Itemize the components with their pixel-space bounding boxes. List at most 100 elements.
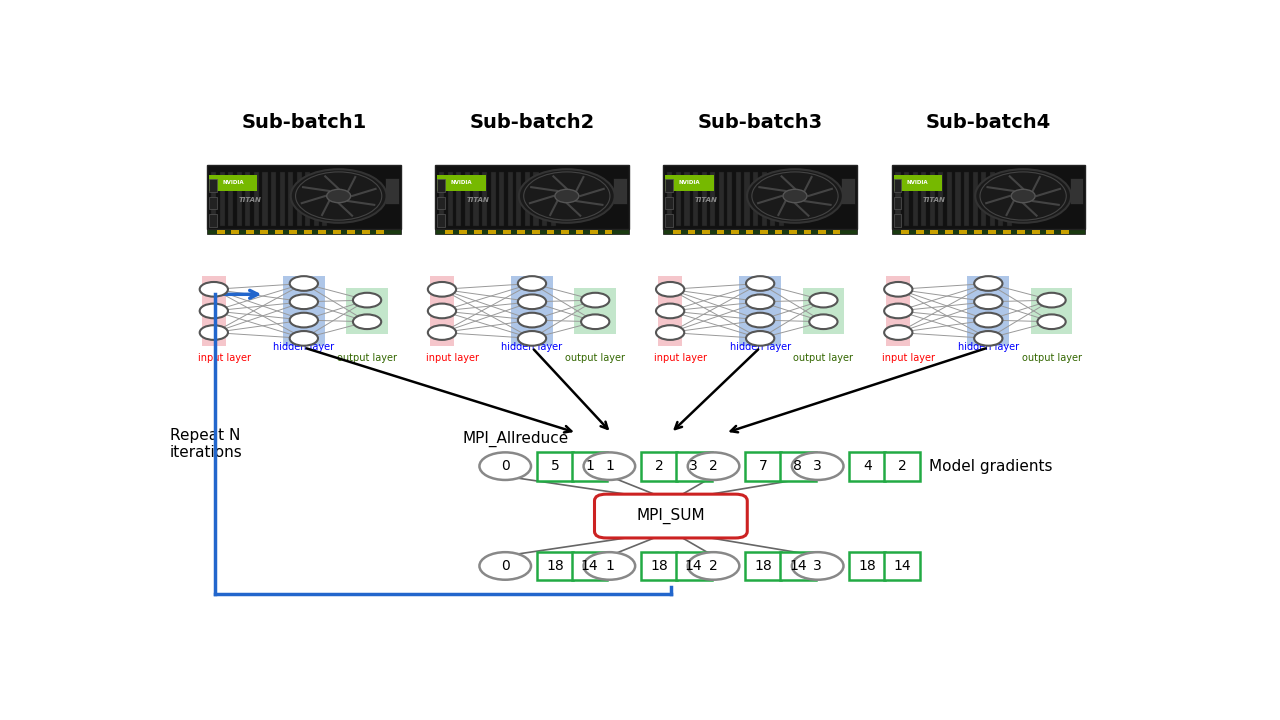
FancyBboxPatch shape <box>1070 178 1083 204</box>
FancyBboxPatch shape <box>666 179 673 192</box>
FancyBboxPatch shape <box>237 172 242 226</box>
FancyBboxPatch shape <box>385 178 398 204</box>
FancyBboxPatch shape <box>938 172 943 226</box>
FancyBboxPatch shape <box>232 230 239 234</box>
Ellipse shape <box>746 331 774 346</box>
FancyBboxPatch shape <box>892 227 1085 234</box>
FancyBboxPatch shape <box>780 552 815 580</box>
Text: NVIDIA: NVIDIA <box>223 181 244 186</box>
Ellipse shape <box>289 294 317 309</box>
FancyBboxPatch shape <box>503 230 511 234</box>
Text: TITAN: TITAN <box>238 197 261 204</box>
Text: hidden layer: hidden layer <box>730 342 791 352</box>
FancyBboxPatch shape <box>947 172 952 226</box>
FancyBboxPatch shape <box>209 215 216 228</box>
FancyBboxPatch shape <box>532 230 540 234</box>
FancyBboxPatch shape <box>676 172 681 226</box>
FancyBboxPatch shape <box>893 197 901 210</box>
Circle shape <box>554 189 579 203</box>
FancyBboxPatch shape <box>288 172 293 226</box>
FancyBboxPatch shape <box>740 276 781 346</box>
FancyBboxPatch shape <box>904 172 909 226</box>
FancyBboxPatch shape <box>1032 230 1039 234</box>
FancyBboxPatch shape <box>547 230 554 234</box>
Text: Model gradients: Model gradients <box>929 459 1052 474</box>
FancyBboxPatch shape <box>438 179 445 192</box>
FancyBboxPatch shape <box>710 172 716 226</box>
FancyBboxPatch shape <box>445 230 453 234</box>
Text: input layer: input layer <box>197 354 251 363</box>
FancyBboxPatch shape <box>474 230 481 234</box>
FancyBboxPatch shape <box>727 172 732 226</box>
FancyBboxPatch shape <box>760 230 768 234</box>
FancyBboxPatch shape <box>435 227 628 234</box>
Ellipse shape <box>974 331 1002 346</box>
FancyBboxPatch shape <box>663 227 856 234</box>
FancyBboxPatch shape <box>745 172 750 226</box>
FancyBboxPatch shape <box>988 230 996 234</box>
Text: 18: 18 <box>754 559 772 573</box>
FancyBboxPatch shape <box>641 552 677 580</box>
Circle shape <box>783 189 806 203</box>
FancyBboxPatch shape <box>490 172 495 226</box>
Text: 14: 14 <box>788 559 806 573</box>
Text: input layer: input layer <box>426 354 479 363</box>
Text: TITAN: TITAN <box>923 197 946 204</box>
FancyBboxPatch shape <box>955 172 960 226</box>
FancyBboxPatch shape <box>211 172 216 226</box>
Ellipse shape <box>657 325 685 340</box>
Text: 14: 14 <box>581 559 598 573</box>
Text: 5: 5 <box>550 459 559 473</box>
FancyBboxPatch shape <box>262 172 268 226</box>
FancyBboxPatch shape <box>718 172 724 226</box>
FancyBboxPatch shape <box>347 230 355 234</box>
FancyBboxPatch shape <box>666 197 673 210</box>
FancyBboxPatch shape <box>778 172 783 226</box>
Text: 3: 3 <box>690 459 698 473</box>
FancyBboxPatch shape <box>892 166 1085 229</box>
FancyBboxPatch shape <box>901 230 909 234</box>
Ellipse shape <box>581 293 609 307</box>
FancyBboxPatch shape <box>753 172 758 226</box>
Ellipse shape <box>809 293 837 307</box>
FancyBboxPatch shape <box>641 451 677 480</box>
FancyBboxPatch shape <box>818 230 826 234</box>
FancyBboxPatch shape <box>550 172 556 226</box>
FancyBboxPatch shape <box>511 276 553 346</box>
FancyBboxPatch shape <box>915 230 923 234</box>
FancyBboxPatch shape <box>228 172 233 226</box>
FancyBboxPatch shape <box>745 552 781 580</box>
Ellipse shape <box>289 312 317 328</box>
FancyBboxPatch shape <box>703 230 710 234</box>
Text: 3: 3 <box>813 459 822 473</box>
FancyBboxPatch shape <box>884 451 920 480</box>
FancyBboxPatch shape <box>780 451 815 480</box>
FancyBboxPatch shape <box>525 172 530 226</box>
FancyBboxPatch shape <box>246 230 253 234</box>
FancyBboxPatch shape <box>561 230 568 234</box>
Text: 18: 18 <box>859 559 877 573</box>
FancyBboxPatch shape <box>945 230 952 234</box>
FancyBboxPatch shape <box>893 179 901 192</box>
Ellipse shape <box>353 315 381 329</box>
Text: MPI_Allreduce: MPI_Allreduce <box>462 431 568 446</box>
Ellipse shape <box>584 452 635 480</box>
FancyBboxPatch shape <box>438 215 445 228</box>
FancyBboxPatch shape <box>666 175 714 191</box>
Ellipse shape <box>428 304 456 318</box>
Circle shape <box>748 169 844 222</box>
FancyBboxPatch shape <box>884 552 920 580</box>
FancyBboxPatch shape <box>271 172 276 226</box>
Text: 1: 1 <box>605 559 614 573</box>
Text: 0: 0 <box>500 459 509 473</box>
Text: 7: 7 <box>759 459 768 473</box>
FancyBboxPatch shape <box>841 178 855 204</box>
FancyBboxPatch shape <box>663 166 856 229</box>
Ellipse shape <box>200 325 228 340</box>
Text: Repeat N
iterations: Repeat N iterations <box>170 428 243 460</box>
FancyBboxPatch shape <box>319 230 326 234</box>
Text: TITAN: TITAN <box>695 197 717 204</box>
FancyBboxPatch shape <box>676 451 712 480</box>
Ellipse shape <box>657 304 685 318</box>
FancyBboxPatch shape <box>666 215 673 228</box>
